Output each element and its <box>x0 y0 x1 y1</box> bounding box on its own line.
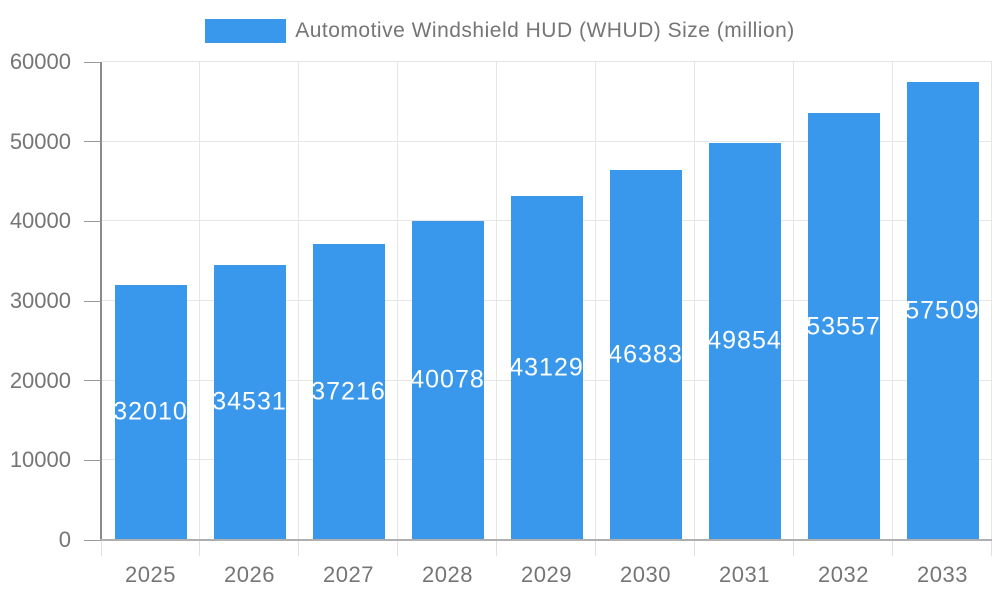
gridline-horizontal <box>101 61 992 62</box>
y-axis-label: 0 <box>58 527 71 552</box>
bar-value-label: 46383 <box>608 340 683 369</box>
y-axis-line <box>100 62 102 540</box>
bar <box>609 170 682 540</box>
bar-value-label: 53557 <box>806 312 881 341</box>
y-axis-label: 30000 <box>9 288 71 313</box>
y-axis-tick <box>84 220 101 222</box>
gridline-vertical <box>793 62 794 540</box>
chart-title: Automotive Windshield HUD (WHUD) Size (m… <box>295 19 795 42</box>
bar-value-label: 32010 <box>113 397 188 426</box>
gridline-vertical <box>199 62 200 540</box>
bar <box>708 142 781 540</box>
bar <box>114 285 187 540</box>
y-axis-tick <box>84 61 101 63</box>
x-axis-label: 2030 <box>620 562 671 587</box>
x-axis-label: 2027 <box>323 562 374 587</box>
x-axis-line <box>100 539 992 541</box>
y-axis-label: 20000 <box>9 367 71 393</box>
gridline-vertical <box>991 62 992 540</box>
plot-area: 0 10000 20000 30000 40000 50000 60000 32010 3453… <box>10 49 992 556</box>
x-axis-tick <box>793 540 794 556</box>
y-axis-tick <box>84 300 101 302</box>
x-axis-tick <box>397 540 398 556</box>
y-axis-label: 40000 <box>9 208 71 234</box>
x-axis-tick <box>199 540 200 556</box>
gridline-horizontal <box>101 140 992 142</box>
gridline-vertical <box>694 62 695 540</box>
y-axis-tick <box>84 539 101 541</box>
y-axis-tick <box>84 459 101 461</box>
bar-value-label: 37216 <box>311 377 386 406</box>
bar-value-label: 49854 <box>707 326 782 355</box>
gridline-vertical <box>892 62 893 540</box>
y-axis-label: 60000 <box>9 49 71 74</box>
x-axis-label: 2028 <box>422 562 473 587</box>
bar <box>411 220 484 540</box>
bar <box>510 196 583 540</box>
y-axis-label: 50000 <box>9 128 71 154</box>
x-axis-tick <box>694 540 695 556</box>
gridline-vertical <box>595 62 596 540</box>
x-axis-label: 2026 <box>224 562 275 587</box>
bar-value-label: 34531 <box>212 387 287 416</box>
x-axis-tick <box>101 540 102 556</box>
x-axis-label: 2031 <box>719 562 770 587</box>
bar-value-label: 57509 <box>905 296 980 325</box>
gridline-vertical <box>496 62 497 540</box>
bar-value-label: 40078 <box>410 365 485 394</box>
x-axis-label: 2025 <box>125 562 176 587</box>
y-axis-label: 10000 <box>9 447 71 473</box>
gridline-vertical <box>397 62 398 540</box>
x-axis-tick <box>991 540 992 556</box>
x-axis-tick <box>496 540 497 556</box>
bar <box>312 243 385 540</box>
bar-value-label: 43129 <box>509 353 584 382</box>
y-axis-tick <box>84 141 101 143</box>
x-axis-tick <box>595 540 596 556</box>
x-axis-tick <box>892 540 893 556</box>
bar <box>807 113 880 540</box>
gridline-vertical <box>298 62 299 540</box>
x-axis-label: 2029 <box>521 562 572 587</box>
bar <box>906 81 979 540</box>
y-axis-tick <box>84 380 101 382</box>
x-axis-label: 2033 <box>917 562 968 587</box>
legend: Automotive Windshield HUD (WHUD) Size (m… <box>0 19 1000 43</box>
legend-swatch <box>205 19 287 43</box>
x-axis-labels-row: 2025 2026 2027 2028 2029 2030 2031 2032 2033 <box>101 540 992 600</box>
bar <box>213 264 286 540</box>
x-axis-tick <box>298 540 299 556</box>
x-axis-label: 2032 <box>818 562 869 587</box>
